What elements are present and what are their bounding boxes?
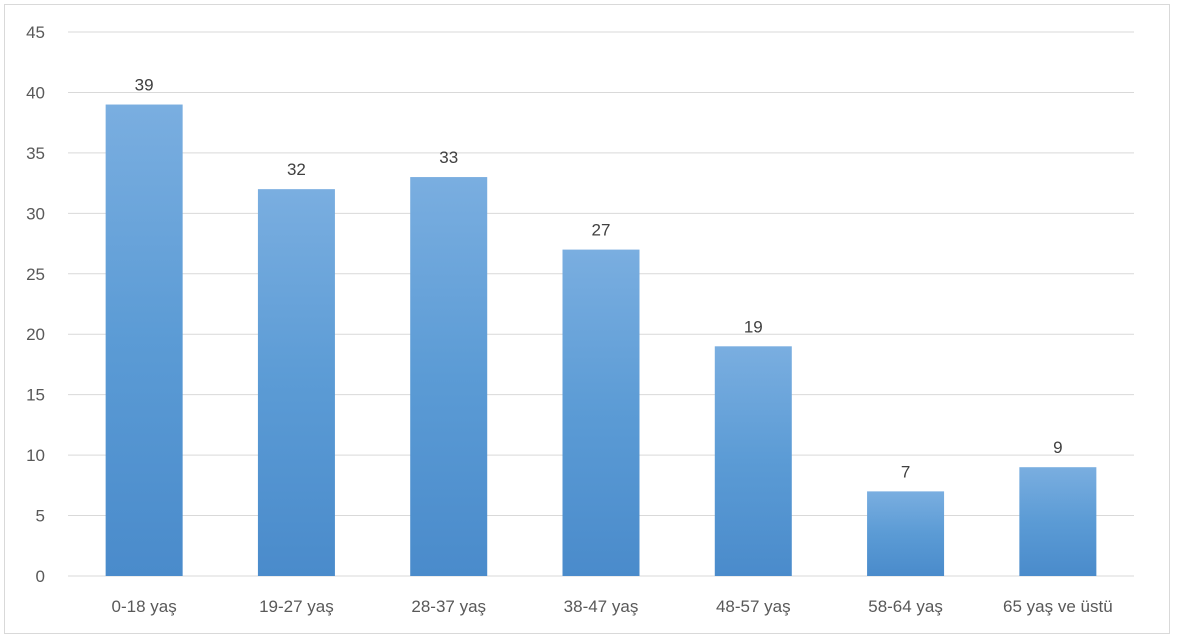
y-axis-ticks: 0 5 10 15 20 25 30 35 40 45 [26,23,45,586]
y-tick-label: 15 [26,386,45,405]
data-label: 33 [439,148,458,167]
x-category-label: 38-47 yaş [564,597,639,616]
y-tick-label: 5 [36,507,45,526]
data-labels: 39 32 33 27 19 7 9 [135,76,1063,482]
bar [714,346,792,576]
x-category-label: 28-37 yaş [411,597,486,616]
bar [1019,467,1097,576]
y-tick-label: 35 [26,144,45,163]
bars [105,104,1097,577]
data-label: 7 [901,462,910,481]
bar [562,249,640,576]
x-axis-categories: 0-18 yaş 19-27 yaş 28-37 yaş 38-47 yaş 48-57… [112,597,1113,616]
data-label: 9 [1053,438,1062,457]
bar [410,177,488,577]
data-label: 32 [287,160,306,179]
bar [257,189,335,576]
chart-frame: 0 5 10 15 20 25 30 35 40 45 39 32 33 27 19 7 9 0-18 yaş… [4,4,1170,634]
y-tick-label: 45 [26,23,45,42]
data-label: 27 [592,221,611,240]
x-category-label: 19-27 yaş [259,597,334,616]
data-label: 39 [135,76,154,95]
y-tick-label: 25 [26,265,45,284]
data-label: 19 [744,317,763,336]
y-tick-label: 40 [26,83,45,102]
x-category-label: 48-57 yaş [716,597,791,616]
bar [105,104,183,577]
y-tick-label: 10 [26,446,45,465]
bar-chart: 0 5 10 15 20 25 30 35 40 45 39 32 33 27 19 7 9 0-18 yaş… [26,23,1134,616]
y-tick-label: 0 [36,567,45,586]
x-category-label: 0-18 yaş [112,597,177,616]
x-category-label: 65 yaş ve üstü [1003,597,1113,616]
y-tick-label: 20 [26,325,45,344]
x-category-label: 58-64 yaş [868,597,943,616]
y-tick-label: 30 [26,204,45,223]
bar [867,491,945,576]
